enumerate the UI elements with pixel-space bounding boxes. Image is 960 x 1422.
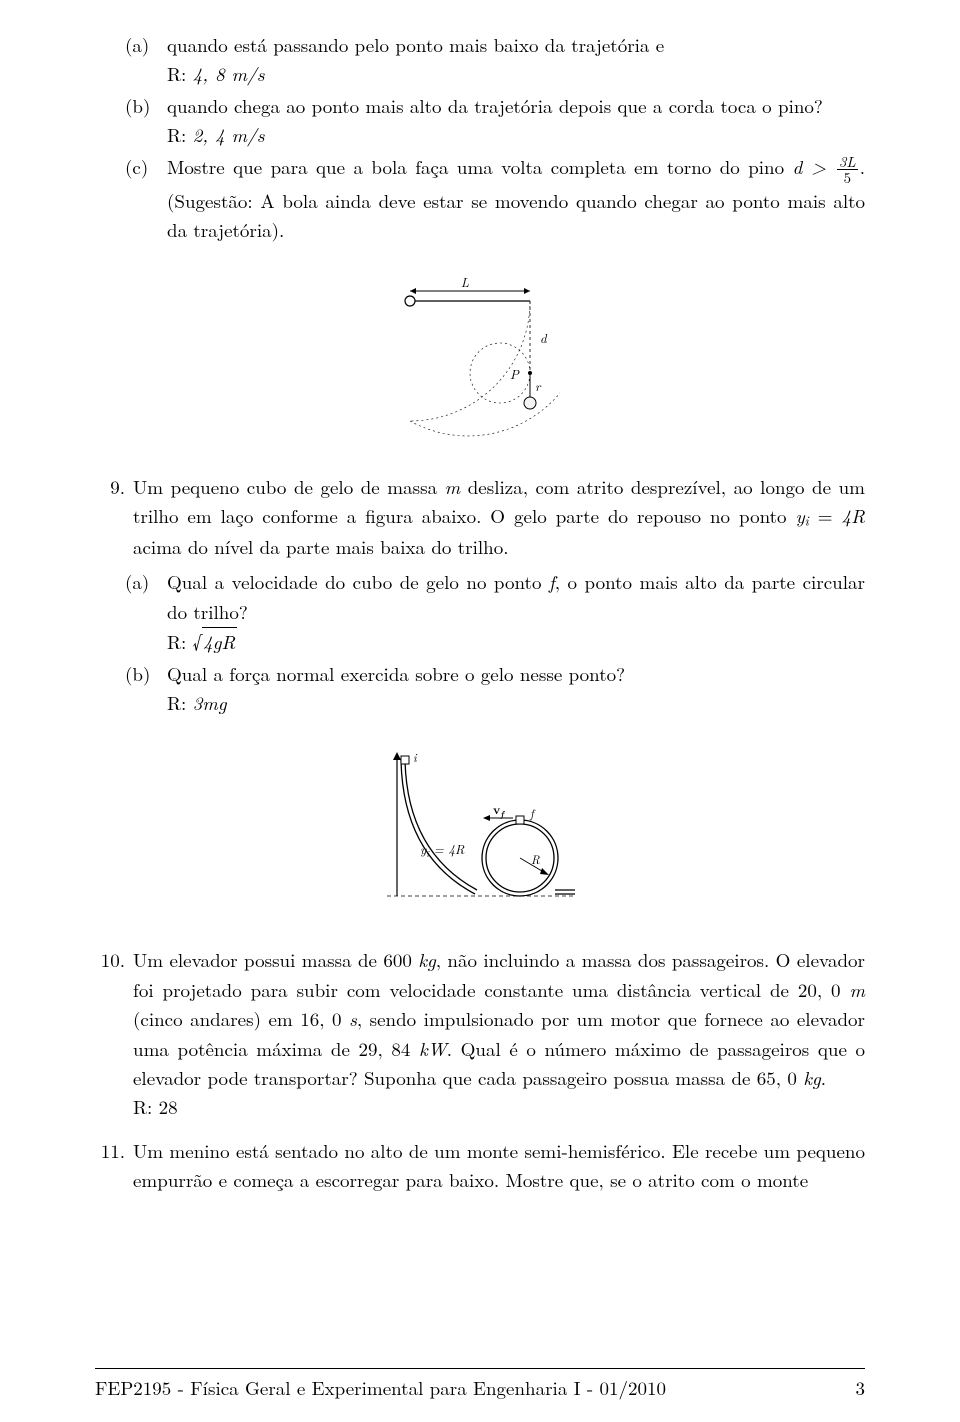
footer-left: FEP2195 - Física Geral e Experimental pa…: [95, 1373, 666, 1402]
page: (a) quando está passando pelo ponto mais…: [0, 0, 960, 1422]
subitem-b: (b) quando chega ao ponto mais alto da t…: [125, 91, 865, 150]
subitem-c-body: Mostre que para que a bola faça uma volt…: [167, 152, 865, 245]
loop-svg: i f vf R yi = 4R: [365, 746, 595, 916]
item-9a-body: Qual a velocidade do cubo de gelo no pon…: [167, 567, 865, 657]
item-11-text: Um menino está sentado no alto de um mon…: [133, 1137, 865, 1193]
subitem-c-op: >: [802, 153, 835, 180]
subitem-a-body: quando está passando pelo ponto mais bai…: [167, 30, 865, 89]
item-11-marker: 11.: [95, 1136, 133, 1195]
item-11-body: Um menino está sentado no alto de um mon…: [133, 1136, 865, 1195]
subitem-c-frac: 3L5: [837, 154, 858, 186]
item-10-answer-prefix: R:: [133, 1093, 159, 1120]
item-10-kg2: kg: [803, 1064, 820, 1091]
item-9a-marker: (a): [125, 567, 167, 657]
subitem-c: (c) Mostre que para que a bola faça uma …: [125, 152, 865, 245]
subitem-b-answer-unit: m/s: [225, 121, 265, 148]
item-10-m: m: [849, 976, 865, 1003]
subitem-c-lhs: d: [793, 153, 803, 180]
subitem-a: (a) quando está passando pelo ponto mais…: [125, 30, 865, 89]
label-L: L: [461, 273, 470, 291]
label-vf: vf: [493, 800, 505, 820]
item-11: 11. Um menino está sentado no alto de um…: [95, 1136, 865, 1195]
label-R: R: [531, 851, 540, 868]
subitem-b-body: quando chega ao ponto mais alto da traje…: [167, 91, 865, 150]
item-9: 9. Um pequeno cubo de gelo de massa m de…: [95, 472, 865, 561]
item-10-s: s: [349, 1005, 357, 1032]
sqrt-icon: √: [193, 627, 202, 655]
subitem-c-text-before: Mostre que para que a bola faça uma volt…: [167, 153, 793, 180]
item-10: 10. Um elevador possui massa de 600 kg, …: [95, 945, 865, 1122]
subitem-b-text: quando chega ao ponto mais alto da traje…: [167, 92, 823, 119]
subitem-a-text: quando está passando pelo ponto mais bai…: [167, 31, 664, 58]
subitem-a-answer-val: 4, 8: [193, 60, 225, 87]
label-r: r: [535, 376, 542, 395]
item-9-text3: acima do nível da parte mais baixa do tr…: [133, 533, 508, 560]
item-9a-answer-prefix: R:: [167, 628, 193, 655]
item-9-body: Um pequeno cubo de gelo de massa m desli…: [133, 472, 865, 561]
item-10-kg: kg: [418, 946, 435, 973]
label-d: d: [540, 328, 548, 347]
label-i: i: [413, 749, 418, 766]
item-10-answer: 28: [159, 1093, 178, 1120]
item-9-eqop: =: [809, 502, 842, 529]
figure-pendulum: L d P r: [95, 273, 865, 450]
subitem-b-answer-val: 2, 4: [193, 121, 225, 148]
item-10-t6: .: [821, 1064, 826, 1091]
label-f: f: [529, 805, 536, 822]
subitem-b-answer-prefix: R:: [167, 121, 193, 148]
label-P: P: [510, 364, 520, 383]
item-9a-text: Qual a velocidade do cubo de gelo no pon…: [167, 568, 549, 595]
subitem-c-marker: (c): [125, 152, 167, 245]
item-9b-marker: (b): [125, 659, 167, 718]
item-9-m: m: [445, 473, 461, 500]
footer-right: 3: [855, 1373, 865, 1402]
subitem-b-marker: (b): [125, 91, 167, 150]
item-10-kw: kW: [419, 1035, 447, 1062]
subitem-a-marker: (a): [125, 30, 167, 89]
subitem-a-answer-prefix: R:: [167, 60, 193, 87]
item-9b-answer-prefix: R:: [167, 689, 193, 716]
figure-loop: i f vf R yi = 4R: [95, 746, 865, 923]
page-footer: FEP2195 - Física Geral e Experimental pa…: [95, 1368, 865, 1402]
item-9a-sqrt: 4gR: [202, 627, 237, 655]
item-10-t3: (cinco andares) em 16, 0: [133, 1005, 349, 1032]
item-9-text1: Um pequeno cubo de gelo de massa: [133, 473, 445, 500]
item-9-yi: y: [795, 502, 804, 529]
item-9-sub-a: (a) Qual a velocidade do cubo de gelo no…: [125, 567, 865, 657]
item-10-body: Um elevador possui massa de 600 kg, não …: [133, 945, 865, 1122]
subitem-a-answer-unit: m/s: [225, 60, 265, 87]
pendulum-svg: L d P r: [380, 273, 580, 443]
item-9-marker: 9.: [95, 472, 133, 561]
item-9b-text: Qual a força normal exercida sobre o gel…: [167, 660, 625, 687]
item-10-t1: Um elevador possui massa de 600: [133, 946, 418, 973]
subitem-c-frac-den: 5: [837, 170, 858, 186]
item-9b-body: Qual a força normal exercida sobre o gel…: [167, 659, 865, 718]
item-10-marker: 10.: [95, 945, 133, 1122]
item-9-4R: 4R: [841, 502, 865, 529]
item-9b-answer: 3mg: [193, 689, 227, 716]
item-9-sub-b: (b) Qual a força normal exercida sobre o…: [125, 659, 865, 718]
